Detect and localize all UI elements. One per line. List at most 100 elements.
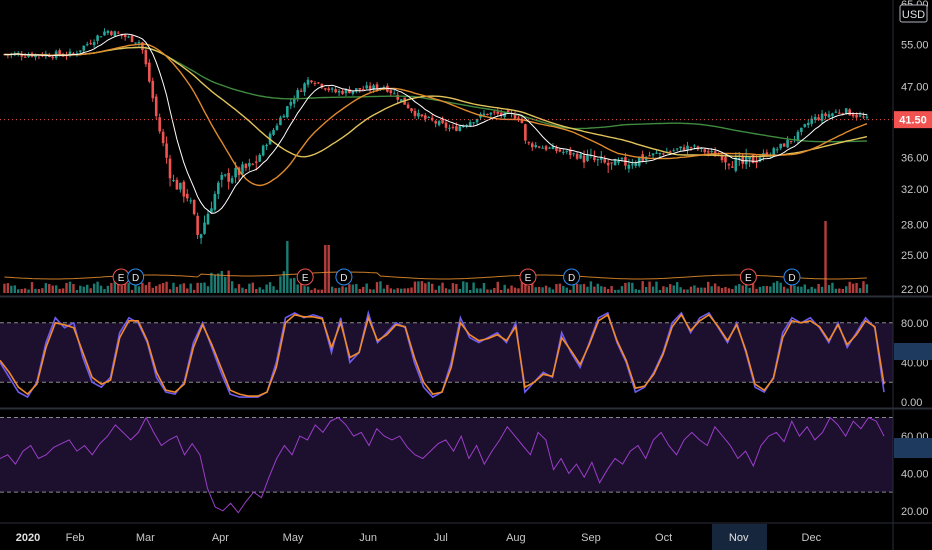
candle <box>123 34 127 38</box>
earnings-marker[interactable]: E <box>519 268 537 286</box>
candle <box>130 35 134 43</box>
candle <box>103 31 106 36</box>
dividend-marker[interactable]: D <box>783 268 801 286</box>
candle <box>79 50 82 52</box>
candle <box>858 115 862 117</box>
candle <box>161 131 165 144</box>
volume-bar <box>517 288 520 293</box>
event-marker-label: E <box>302 273 309 284</box>
volume-bar <box>75 289 79 293</box>
earnings-marker[interactable]: E <box>296 268 314 286</box>
volume-bar <box>772 282 775 293</box>
volume-bar <box>420 281 424 293</box>
volume-bar <box>638 289 641 293</box>
volume-bar <box>10 285 13 293</box>
candle <box>682 147 686 151</box>
moving-average-ma_fast <box>4 33 867 214</box>
candle <box>558 149 562 152</box>
candle <box>358 88 362 90</box>
currency-button[interactable]: USD <box>899 4 928 23</box>
candle <box>282 115 286 118</box>
candle <box>672 150 676 152</box>
volume-bar <box>344 287 348 293</box>
volume-bar <box>458 289 462 293</box>
volume-bar <box>441 282 444 293</box>
volume-bar <box>37 289 41 293</box>
volume-bar <box>500 289 503 293</box>
earnings-marker[interactable]: E <box>112 268 130 286</box>
volume-bar <box>20 289 23 293</box>
dividend-marker[interactable]: D <box>335 268 353 286</box>
dividend-marker[interactable]: D <box>127 268 145 286</box>
rsi-line <box>0 416 885 514</box>
candle <box>396 94 400 100</box>
event-marker-ring <box>563 268 581 286</box>
time-tick-label: Sep <box>581 532 601 544</box>
volume-bar <box>317 289 320 293</box>
stochastic-panel[interactable] <box>0 309 893 399</box>
earnings-marker[interactable]: E <box>739 268 757 286</box>
candle <box>168 158 172 179</box>
volume-bar <box>282 271 286 293</box>
volume-bar <box>444 288 448 293</box>
volume-bar <box>213 274 217 293</box>
candle <box>551 146 555 150</box>
volume-bar <box>92 283 96 293</box>
candle <box>127 36 130 38</box>
candle <box>217 182 220 194</box>
volume-bar <box>230 281 234 293</box>
candle <box>813 116 817 120</box>
event-marker-ring <box>335 268 353 286</box>
time-tick-label: Mar <box>136 532 155 544</box>
candle <box>203 222 206 234</box>
candle <box>141 42 144 51</box>
candle <box>406 104 410 109</box>
candle <box>92 42 96 46</box>
volume-bar <box>620 286 624 293</box>
volume-bar <box>779 282 782 293</box>
candle <box>144 50 148 65</box>
time-tick-label: Feb <box>66 532 85 544</box>
volume-bar <box>672 285 675 293</box>
event-marker-label: D <box>132 273 139 284</box>
volume-bar <box>824 221 827 293</box>
volume-bar <box>544 285 548 293</box>
rsi-panel[interactable] <box>0 416 893 514</box>
volume-bar <box>51 285 54 293</box>
candle <box>506 110 510 113</box>
volume-bar <box>437 285 441 293</box>
candle <box>582 155 586 163</box>
volume-bar <box>265 284 268 293</box>
candle <box>544 146 548 150</box>
volume-bar <box>192 289 196 293</box>
volume-bar <box>375 282 379 293</box>
volume-bar <box>810 286 813 293</box>
candle <box>562 151 565 153</box>
candle <box>662 153 665 155</box>
rsi-band <box>0 417 893 493</box>
time-axis: 2020 Feb Mar Apr May Jun Jul Aug Sep Oct Nov Dec <box>16 532 822 544</box>
volume-bar <box>127 282 130 293</box>
event-marker-label: E <box>525 273 532 284</box>
candle <box>513 114 517 119</box>
candle <box>838 112 841 114</box>
volume-bar <box>210 272 213 293</box>
volume-bar <box>362 286 365 293</box>
volume-bar <box>303 286 306 293</box>
candle <box>230 178 234 183</box>
volume-bar <box>434 289 437 293</box>
volume-bar <box>389 288 393 293</box>
volume-bar <box>717 286 720 293</box>
volume-bar <box>703 287 706 293</box>
volume-bar <box>275 289 279 293</box>
volume-bar <box>268 282 272 293</box>
dividend-marker[interactable]: D <box>563 268 581 286</box>
price-tick-label: 36.00 <box>901 153 929 165</box>
price-tick-label: 22.00 <box>901 284 929 296</box>
volume-bar <box>237 284 241 293</box>
candle <box>68 51 72 55</box>
candle <box>441 119 444 124</box>
candle <box>751 154 755 164</box>
